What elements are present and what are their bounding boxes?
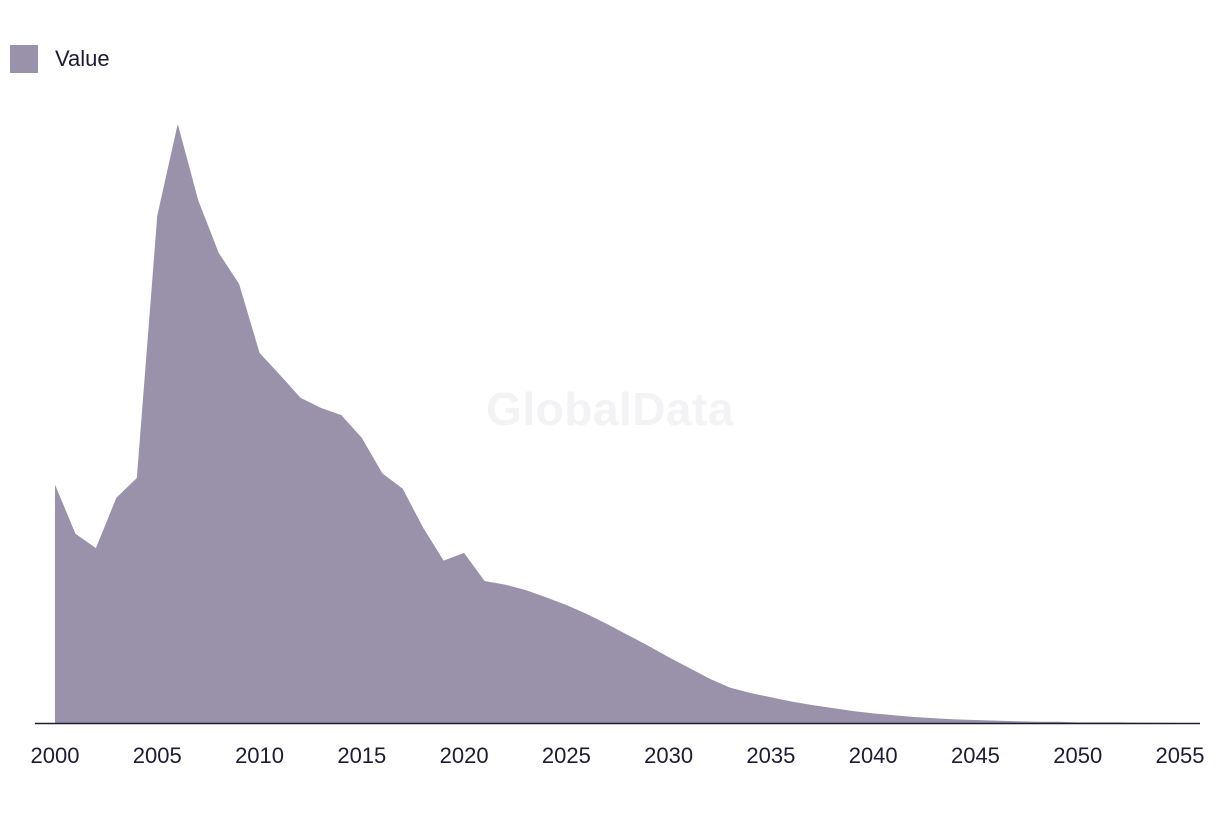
- x-tick-label: 2055: [1156, 743, 1205, 768]
- x-tick-label: 2035: [746, 743, 795, 768]
- x-tick-label: 2005: [133, 743, 182, 768]
- x-tick-label: 2040: [849, 743, 898, 768]
- x-tick-label: 2015: [337, 743, 386, 768]
- x-tick-label: 2045: [951, 743, 1000, 768]
- area-series-value: [55, 124, 1180, 723]
- x-axis-ticks: 2000 2005 2010 2015 2020 2025 2030 2035 2040 2045…: [31, 743, 1205, 768]
- legend: Value: [10, 44, 110, 74]
- x-tick-label: 2030: [644, 743, 693, 768]
- area-layer: [55, 124, 1180, 723]
- x-tick-label: 2010: [235, 743, 284, 768]
- x-tick-label: 2020: [440, 743, 489, 768]
- legend-swatch: [10, 45, 38, 73]
- x-tick-label: 2000: [31, 743, 80, 768]
- watermark: GlobalData: [486, 383, 734, 435]
- x-tick-label: 2050: [1053, 743, 1102, 768]
- x-tick-label: 2025: [542, 743, 591, 768]
- legend-label: Value: [55, 46, 110, 71]
